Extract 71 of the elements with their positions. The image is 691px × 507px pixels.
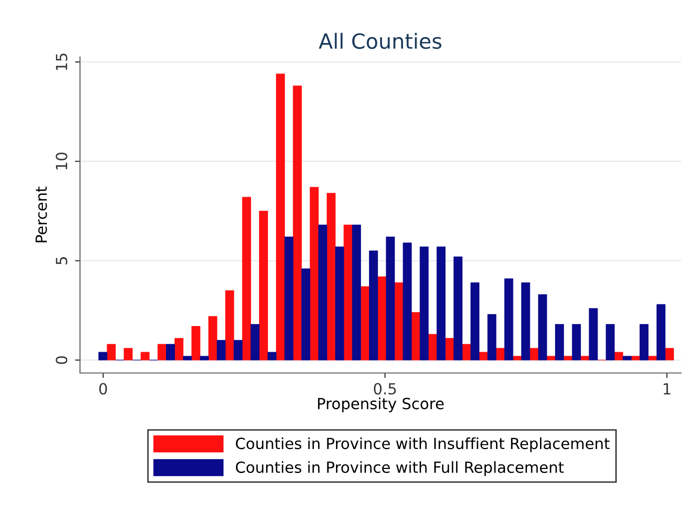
x-axis-title: Propensity Score (318, 398, 444, 412)
bar (344, 224, 353, 360)
bar (335, 246, 344, 360)
bar (631, 356, 640, 360)
bar (250, 324, 260, 360)
bar (369, 250, 378, 360)
y-axis-title: Percent (36, 186, 47, 242)
bar (614, 352, 624, 360)
bar (301, 268, 310, 360)
bar (191, 326, 200, 360)
bar (216, 340, 226, 360)
bar (352, 224, 361, 360)
bar (580, 356, 590, 360)
bar (259, 210, 268, 360)
bar (318, 224, 328, 360)
bar (234, 340, 243, 360)
bar (386, 236, 395, 360)
bar (140, 352, 150, 360)
bar (428, 334, 438, 360)
x-tick-label: 0.5 (374, 382, 396, 395)
bar (377, 276, 386, 360)
bar (622, 356, 632, 360)
bar (268, 352, 276, 360)
bar (546, 356, 556, 360)
bar (572, 324, 581, 360)
bar (182, 356, 192, 360)
bar (310, 186, 319, 360)
y-tick-label: 0 (56, 356, 68, 364)
bar (470, 282, 480, 360)
bar (98, 352, 108, 360)
bar (656, 304, 666, 360)
bar (462, 344, 471, 360)
bar (487, 314, 496, 360)
bar (360, 286, 370, 360)
bar (174, 338, 184, 360)
bar (208, 316, 218, 360)
bar (555, 324, 564, 360)
bar (225, 290, 234, 360)
bar (588, 308, 598, 360)
legend-label: Counties in Province with Full Replacement (236, 461, 564, 476)
legend-label: Counties in Province with Insuffient Replacement (236, 437, 610, 452)
bar (478, 352, 488, 360)
bar (665, 348, 674, 360)
bar (521, 282, 530, 360)
y-tick-label: 5 (56, 257, 68, 264)
x-tick-label: 0 (99, 382, 107, 395)
bar (606, 324, 615, 360)
x-tick-label: 1 (664, 383, 670, 394)
bar (538, 294, 548, 360)
bar (640, 324, 649, 360)
y-tick-label: 10 (56, 152, 68, 170)
bar (445, 338, 454, 360)
bar (242, 196, 252, 360)
bar (454, 256, 462, 360)
bar (284, 236, 294, 360)
bar (648, 356, 657, 360)
bar (158, 344, 166, 360)
bar (420, 246, 429, 360)
bar (530, 348, 539, 360)
bar (166, 344, 175, 360)
chart-title: All Counties (318, 32, 442, 49)
bar (402, 242, 412, 360)
bar (200, 356, 209, 360)
bar (436, 246, 446, 360)
bar (276, 74, 285, 360)
bar (106, 344, 116, 360)
bar (504, 278, 514, 360)
y-tick-label: 15 (56, 54, 68, 70)
bar (564, 356, 572, 360)
bar (124, 348, 133, 360)
bar (292, 86, 302, 360)
